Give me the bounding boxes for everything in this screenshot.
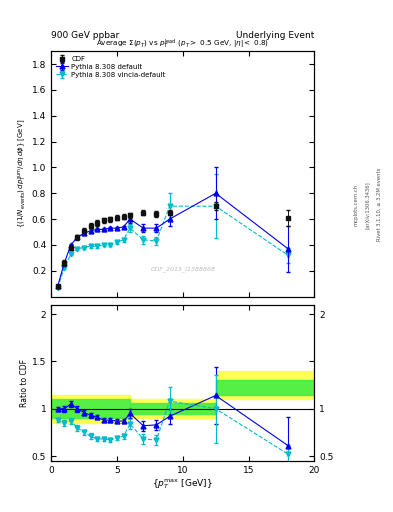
Text: Underlying Event: Underlying Event: [236, 31, 314, 40]
Text: CDF_2015_I1388868: CDF_2015_I1388868: [150, 266, 215, 272]
X-axis label: $\{p_T^\mathrm{max}$ [GeV]$\}$: $\{p_T^\mathrm{max}$ [GeV]$\}$: [152, 477, 213, 491]
Y-axis label: Ratio to CDF: Ratio to CDF: [20, 359, 29, 407]
Text: Rivet 3.1.10, ≥ 3.2M events: Rivet 3.1.10, ≥ 3.2M events: [377, 168, 382, 242]
Title: Average $\Sigma(p_T)$ vs $p_T^\mathrm{lead}$ ($p_T >$ 0.5 GeV, $|\eta| <$ 0.8): Average $\Sigma(p_T)$ vs $p_T^\mathrm{le…: [96, 38, 269, 51]
Text: mcplots.cern.ch: mcplots.cern.ch: [353, 184, 358, 226]
Text: [arXiv:1306.3436]: [arXiv:1306.3436]: [365, 181, 370, 229]
Y-axis label: $\{(1/N_\mathrm{events})\,dp_T^\mathrm{sum}/d\eta\,d\phi\}$ [GeV]: $\{(1/N_\mathrm{events})\,dp_T^\mathrm{s…: [17, 119, 29, 228]
Text: 900 GeV ppbar: 900 GeV ppbar: [51, 31, 119, 40]
Legend: CDF, Pythia 8.308 default, Pythia 8.308 vincia-default: CDF, Pythia 8.308 default, Pythia 8.308 …: [55, 55, 167, 79]
